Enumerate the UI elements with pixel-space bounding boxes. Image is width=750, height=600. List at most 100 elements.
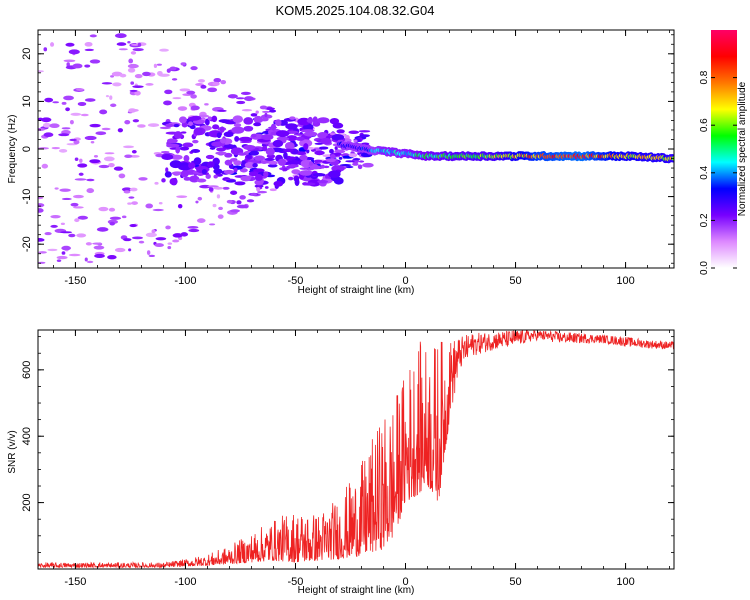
- spectrogram-cell: [119, 73, 127, 78]
- spectrogram-cell: [164, 171, 172, 178]
- spectrogram-cell: [238, 136, 253, 142]
- spectrogram-cell: [267, 163, 278, 168]
- spectrogram-cell: [86, 260, 94, 264]
- spectrogram-cell: [177, 106, 188, 111]
- spectrogram-cell: [167, 242, 173, 245]
- spectrogram-cell: [166, 68, 171, 73]
- spectrogram-cell: [56, 259, 62, 263]
- spectrogram-y-tick-label: -10: [21, 189, 33, 205]
- spectrogram-cell: [284, 142, 295, 150]
- spectrogram-cell: [183, 154, 190, 162]
- spectrogram-cell: [179, 88, 191, 92]
- spectrogram-cell: [301, 129, 315, 133]
- spectrogram-cell: [207, 116, 212, 121]
- spectrogram-cell: [254, 155, 266, 161]
- spectrogram-cell: [265, 147, 275, 156]
- spectrogram-cell: [101, 82, 113, 85]
- spectrogram-x-tick-label: 50: [509, 275, 521, 287]
- spectrogram-cell: [223, 169, 235, 175]
- spectrogram-cell: [41, 163, 49, 169]
- spectrogram-cell: [240, 160, 247, 168]
- spectrogram-cell: [288, 176, 294, 181]
- spectrogram-cell: [283, 151, 288, 159]
- spectrogram-cell: [182, 142, 194, 148]
- spectrogram-cell: [217, 109, 227, 112]
- spectrogram-cell: [201, 168, 207, 175]
- spectrogram-cell: [208, 223, 216, 226]
- spectrogram-cell: [151, 229, 156, 234]
- spectrogram-cell: [137, 42, 142, 47]
- spectrogram-cell: [103, 156, 115, 162]
- spectrogram-cell: [331, 134, 345, 141]
- spectrogram-cell: [85, 242, 92, 246]
- spectrogram-cell: [86, 178, 95, 182]
- spectrogram-cell: [259, 105, 268, 110]
- spectrogram-cell: [61, 197, 72, 201]
- spectrogram-cell: [207, 185, 219, 188]
- spectrogram-cell: [188, 121, 194, 126]
- spectrogram-cell: [109, 95, 113, 100]
- spectrogram-cell: [142, 71, 151, 77]
- spectrogram-cell: [187, 226, 199, 229]
- spectrogram-cell: [165, 123, 174, 128]
- spectrogram-cell: [235, 97, 245, 100]
- spectrogram-cell: [243, 117, 254, 125]
- spectrogram-cell: [332, 122, 344, 129]
- spectrogram-cell: [63, 95, 74, 101]
- spectrogram-cell: [232, 115, 244, 124]
- spectrogram-cell: [108, 207, 116, 212]
- spectrogram-cell: [92, 242, 102, 245]
- spectrogram-cell: [159, 126, 171, 130]
- spectrogram-cell: [334, 149, 346, 154]
- spectrogram-cell: [260, 160, 269, 164]
- spectrogram-cell: [314, 142, 324, 145]
- spectrogram-cell: [299, 154, 308, 161]
- spectrogram-cell: [207, 161, 215, 168]
- spectrogram-cell: [218, 119, 230, 123]
- spectrogram-cell: [269, 188, 277, 192]
- spectrogram-cell: [89, 59, 101, 64]
- spectrogram-cell: [41, 117, 52, 123]
- spectrogram-cell: [145, 203, 153, 209]
- spectrogram-cell: [118, 173, 126, 179]
- spectrogram-cell: [189, 124, 196, 130]
- spectrogram-cell: [112, 82, 122, 87]
- spectrogram-cell: [195, 83, 204, 86]
- spectrogram-cell: [180, 170, 189, 178]
- spectrogram-cell: [243, 144, 256, 151]
- spectrogram-cell: [169, 66, 177, 71]
- spectrogram-cell: [68, 253, 81, 257]
- spectrogram-cell: [359, 134, 371, 138]
- spectrogram-cell: [84, 98, 96, 102]
- spectrogram-cell: [110, 103, 117, 108]
- spectrogram-cell: [251, 133, 257, 138]
- spectrogram-cell: [272, 139, 284, 148]
- spectrogram-cell: [172, 233, 183, 238]
- spectrogram-y-tick-label: 20: [21, 48, 33, 60]
- spectrogram-cell: [89, 159, 101, 164]
- spectrogram-cell: [61, 245, 71, 251]
- spectrogram-cell: [171, 78, 178, 81]
- spectrogram-cell: [124, 119, 131, 125]
- spectrogram-cell: [226, 179, 237, 183]
- spectrogram-cell: [308, 161, 314, 166]
- spectrogram-cell: [333, 177, 344, 185]
- spectrogram-cell: [118, 48, 128, 51]
- spectrogram-cell: [264, 157, 275, 161]
- spectrogram-cell: [114, 33, 127, 39]
- spectrogram-cell: [236, 100, 246, 105]
- spectrogram-cell: [253, 122, 262, 127]
- spectrogram-cell: [331, 165, 345, 172]
- spectrogram-cell: [110, 75, 115, 78]
- spectrogram-cell: [205, 173, 211, 179]
- spectrogram-cell: [299, 170, 313, 176]
- spectrogram-cell: [249, 150, 260, 156]
- spectrogram-cell: [179, 146, 190, 151]
- spectrogram-cell: [123, 145, 134, 149]
- spectrogram-cell: [44, 97, 54, 103]
- spectrogram-cell: [188, 228, 200, 233]
- spectrogram-cell: [220, 79, 227, 85]
- spectrogram-cell: [128, 248, 132, 252]
- spectrogram-cell: [199, 184, 212, 189]
